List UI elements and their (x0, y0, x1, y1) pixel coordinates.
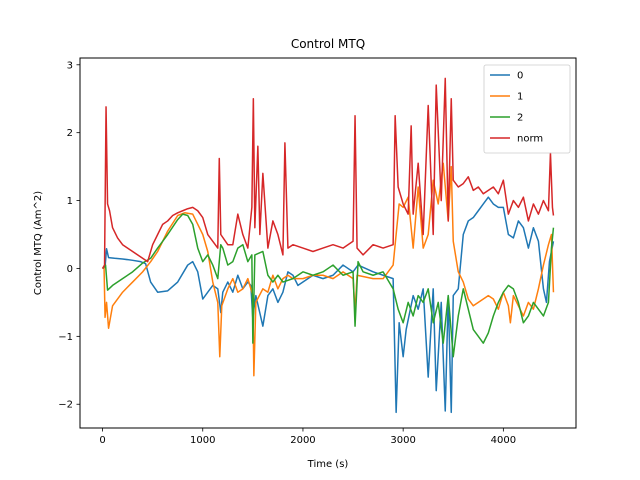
x-tick-label: 4000 (491, 435, 516, 446)
x-tick-label: 0 (99, 435, 105, 446)
legend: 0 1 2 norm (483, 64, 571, 154)
plot-frame (79, 57, 577, 429)
series-line-1 (102, 162, 555, 377)
x-tick-label: 2000 (290, 435, 315, 446)
series-line-0 (102, 196, 555, 414)
y-tick-label: 3 (67, 60, 73, 71)
y-tick-label: 0 (67, 264, 73, 275)
y-axis-label: Control MTQ (Am^2) (33, 191, 44, 295)
legend-label-norm: norm (517, 134, 543, 145)
y-axis: −2 −1 0 1 2 3 (58, 60, 80, 411)
x-tick-label: 3000 (390, 435, 415, 446)
x-tick-label: 1000 (190, 435, 215, 446)
y-tick-label: 1 (67, 196, 73, 207)
x-axis-label: Time (s) (307, 459, 349, 470)
legend-label-0: 0 (517, 71, 523, 82)
x-axis: 0 1000 2000 3000 4000 (99, 428, 516, 446)
legend-label-2: 2 (517, 113, 523, 124)
y-tick-label: −2 (58, 400, 73, 411)
series-line-2 (101, 213, 555, 358)
chart-title: Control MTQ (291, 37, 365, 51)
legend-label-1: 1 (517, 92, 523, 103)
series-line-norm (101, 77, 555, 269)
legend-box (483, 64, 571, 154)
y-tick-label: 2 (67, 128, 73, 139)
y-tick-label: −1 (58, 332, 73, 343)
series-layer (101, 77, 555, 414)
